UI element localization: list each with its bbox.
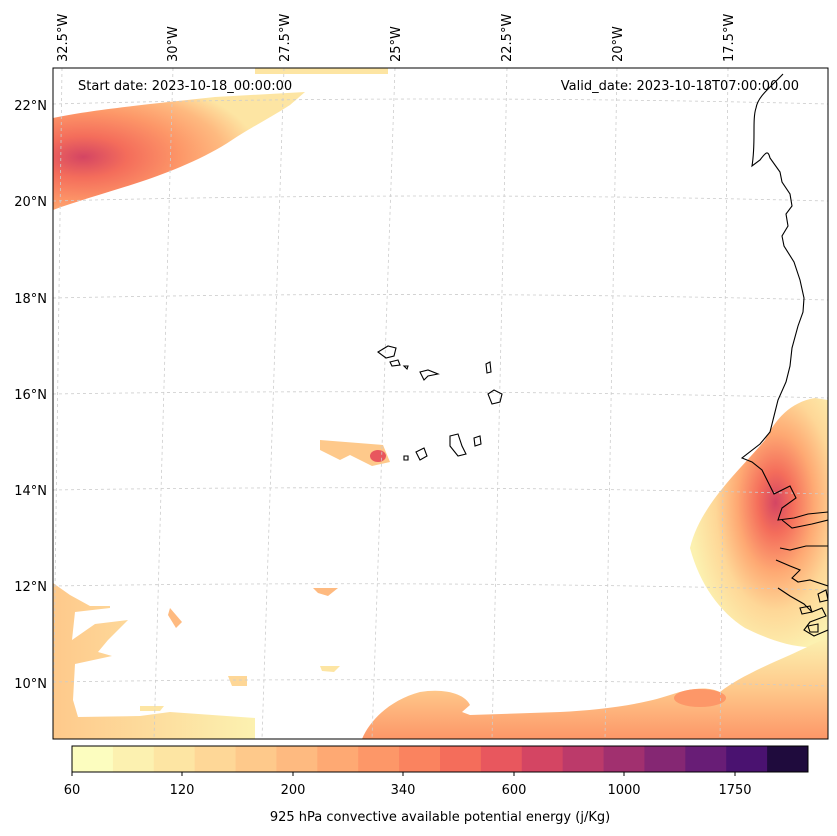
lat-label: 22°N xyxy=(14,99,47,114)
colorbar-bin xyxy=(317,746,359,772)
colorbar-bin xyxy=(685,746,727,772)
colorbar-tick-label: 340 xyxy=(391,783,416,798)
colorbar-bin xyxy=(603,746,645,772)
capeverde-santo-antao xyxy=(377,345,397,359)
ocean-background xyxy=(53,68,828,739)
lat-label: 18°N xyxy=(14,292,47,307)
lat-label: 16°N xyxy=(14,388,47,403)
cape-speck-2 xyxy=(228,676,247,686)
lon-label: 30°W xyxy=(166,26,181,62)
colorbar-bin xyxy=(276,746,318,772)
gambia-coast xyxy=(775,519,828,637)
colorbar-bin xyxy=(112,746,155,772)
colorbar-tick-label: 120 xyxy=(170,783,195,798)
cape-blob-southeast xyxy=(690,398,828,648)
lat-label: 10°N xyxy=(14,677,47,692)
capeverde-maio xyxy=(473,435,482,447)
cape-speck-1 xyxy=(313,588,338,596)
cape-speck-4 xyxy=(168,608,182,628)
capeverde-sal xyxy=(485,361,492,374)
cape-strip-north xyxy=(255,68,388,74)
colorbar-bin xyxy=(358,746,400,772)
colorbar: 60 120 200 340 600 1000 1750 925 hPa con… xyxy=(64,745,809,825)
capeverde-fogo xyxy=(415,447,428,461)
map-frame xyxy=(52,67,829,740)
colorbar-frame xyxy=(71,745,809,773)
colorbar-bin xyxy=(153,746,196,772)
colorbar-bin xyxy=(440,746,482,772)
bissagos-islands xyxy=(799,589,828,633)
cape-blob-south xyxy=(362,638,828,739)
capeverde-brava xyxy=(403,455,409,461)
colorbar-bin xyxy=(480,746,523,772)
colorbar-tick-label: 1000 xyxy=(607,783,640,798)
africa-coast xyxy=(740,73,828,521)
capeverde-santa-luzia xyxy=(402,365,409,371)
longitude-labels: 32.5°W 30°W 27.5°W 25°W 22.5°W 20°W 17.5… xyxy=(56,14,737,62)
colorbar-bin xyxy=(235,746,277,772)
lon-label: 17.5°W xyxy=(722,14,737,62)
capeverde-santiago xyxy=(449,433,467,457)
colorbar-tick-label: 60 xyxy=(64,783,81,798)
lon-label: 32.5°W xyxy=(56,14,71,62)
colorbar-bin xyxy=(194,746,237,772)
colorbar-bin xyxy=(767,746,809,772)
colorbar-title: 925 hPa convective available potential e… xyxy=(270,810,610,825)
colorbar-bin xyxy=(399,746,441,772)
map-area xyxy=(53,68,828,739)
lon-label: 22.5°W xyxy=(500,14,515,62)
cape-blob-central-core xyxy=(370,450,386,462)
capeverde-sao-nicolau xyxy=(419,369,440,381)
latitude-labels: 22°N 20°N 18°N 16°N 14°N 12°N 10°N xyxy=(14,99,47,692)
cape-blob-west xyxy=(53,583,255,739)
colorbar-bin xyxy=(562,746,605,772)
capeverde-boa-vista xyxy=(487,389,503,405)
colorbar-bin xyxy=(726,746,768,772)
cape-speck-5 xyxy=(140,706,164,711)
valid-date-label: Valid_date: 2023-10-18T07:00:00.00 xyxy=(561,79,799,94)
colorbar-tick-label: 1750 xyxy=(718,783,751,798)
cape-speck-3 xyxy=(320,666,340,672)
colorbar-ticks xyxy=(71,772,736,776)
colorbar-tick-label: 600 xyxy=(502,783,527,798)
cape-blob-south-core xyxy=(674,689,726,707)
lon-label: 25°W xyxy=(389,26,404,62)
cape-field xyxy=(53,68,828,739)
lat-label: 20°N xyxy=(14,195,47,210)
coastlines xyxy=(377,73,828,637)
lon-label: 20°W xyxy=(611,26,626,62)
colorbar-bins xyxy=(72,746,809,772)
gridlines xyxy=(53,68,828,739)
start-date-label: Start date: 2023-10-18_00:00:00 xyxy=(78,79,292,94)
colorbar-tick-label: 200 xyxy=(281,783,306,798)
colorbar-bin xyxy=(521,746,564,772)
colorbar-bin xyxy=(72,746,114,772)
lat-label: 12°N xyxy=(14,580,47,595)
capeverde-sao-vicente xyxy=(389,359,401,367)
colorbar-bin xyxy=(644,746,686,772)
cape-blob-northwest xyxy=(53,92,305,210)
lat-label: 14°N xyxy=(14,484,47,499)
lon-label: 27.5°W xyxy=(278,14,293,62)
